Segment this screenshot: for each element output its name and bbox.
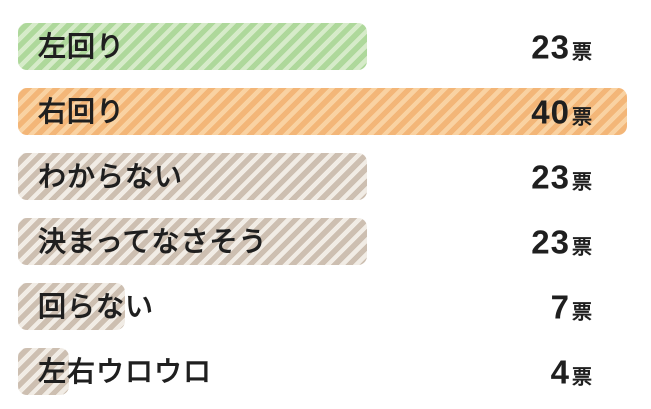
vote-count-number: 23: [531, 158, 570, 195]
vote-count-unit: 票: [572, 41, 592, 63]
poll-rows-container: 左回り 23 票右回り 40 票わからない 23 票決まってなさそう 23 票回らない 7 票左右ウ…: [18, 23, 627, 409]
poll-row: 左右ウロウロ 4 票: [18, 348, 627, 395]
vote-count: 40 票: [531, 95, 592, 128]
poll-bar: [18, 23, 367, 70]
poll-option-label: 左右ウロウロ: [38, 355, 213, 387]
poll-row: 右回り 40 票: [18, 88, 627, 135]
poll-bar: [18, 153, 367, 200]
poll-row: 決まってなさそう 23 票: [18, 218, 627, 265]
poll-row: 左回り 23 票: [18, 23, 627, 70]
poll-bar: [18, 218, 367, 265]
vote-count-number: 7: [550, 288, 570, 325]
vote-count-number: 40: [531, 93, 570, 130]
poll-bar: [18, 348, 69, 395]
poll-bar: [18, 88, 627, 135]
poll-option-label: 決まってなさそう: [38, 225, 268, 257]
vote-count-unit: 票: [572, 171, 592, 193]
poll-row: わからない 23 票: [18, 153, 627, 200]
vote-count-number: 23: [531, 28, 570, 65]
vote-count-number: 4: [550, 353, 570, 390]
poll-option-label: 右回り: [38, 95, 126, 127]
vote-count: 23 票: [531, 30, 592, 63]
vote-count-unit: 票: [572, 236, 592, 258]
poll-option-label: 回らない: [38, 290, 155, 322]
vote-count-unit: 票: [572, 366, 592, 388]
poll-bar: [18, 283, 125, 330]
poll-row: 回らない 7 票: [18, 283, 627, 330]
vote-count: 23 票: [531, 225, 592, 258]
vote-count-number: 23: [531, 223, 570, 260]
vote-count-unit: 票: [572, 106, 592, 128]
vote-count-unit: 票: [572, 301, 592, 323]
poll-option-label: わからない: [38, 160, 184, 192]
poll-option-label: 左回り: [38, 30, 126, 62]
vote-count: 23 票: [531, 160, 592, 193]
